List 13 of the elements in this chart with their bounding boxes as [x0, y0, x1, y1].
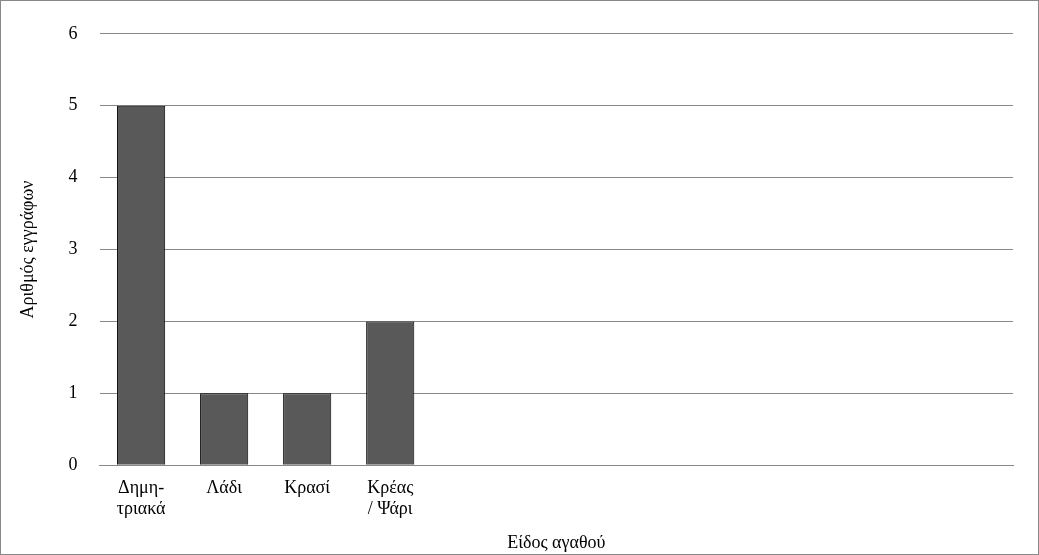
- y-axis-title: Αριθμός εγγράφων: [16, 180, 37, 319]
- x-tick-label: Κρασί: [284, 476, 331, 497]
- x-tick-label: Λάδι: [206, 476, 243, 497]
- y-tick-label: 1: [68, 382, 78, 403]
- x-tick-label: Κρέας / Ψάρι: [367, 476, 414, 519]
- x-axis-title: Είδος αγαθού: [507, 531, 606, 552]
- y-tick-label: 0: [68, 453, 78, 474]
- y-tick-label: 6: [68, 22, 78, 43]
- y-tick-label: 4: [68, 166, 78, 187]
- y-tick-label: 2: [68, 310, 78, 331]
- y-tick-label: 5: [68, 94, 78, 115]
- x-tick-label: Δημη- τριακά: [116, 476, 167, 519]
- y-tick-label: 3: [68, 238, 78, 259]
